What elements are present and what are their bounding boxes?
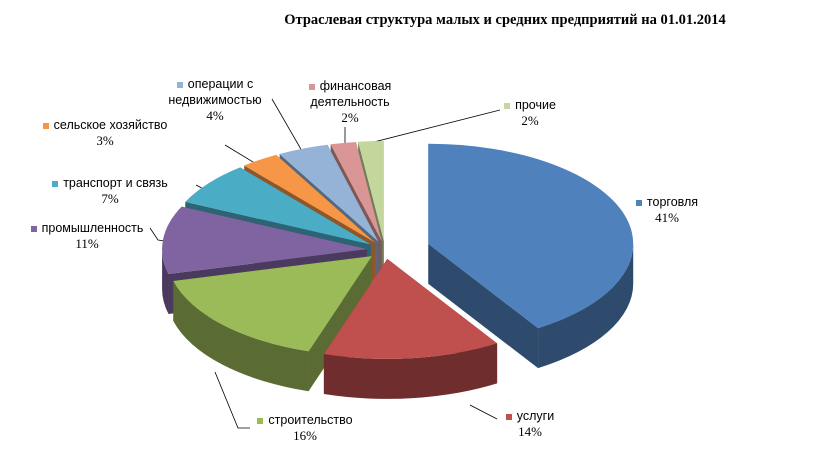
category-label: сельское хозяйство [53,118,168,132]
slice-side [162,249,169,315]
data-label: торговля 41% [612,194,722,226]
value-label: 2% [521,113,539,128]
slice [244,154,375,243]
leader-line [224,144,259,166]
category-label: промышленность [41,221,144,235]
value-label: 11% [75,236,99,251]
category-label: операции с недвижимостью [168,77,262,107]
chart-title: Отраслевая структура малых и средних пре… [284,12,726,28]
category-label: прочие [515,98,556,112]
slice-tops [162,141,634,359]
leader-line [361,109,501,146]
legend-marker [52,181,59,188]
value-label: 7% [101,191,119,206]
data-label: транспорт и связь 7% [40,175,180,207]
legend-marker [42,123,49,130]
value-label: 41% [655,210,679,225]
data-label: промышленность 11% [12,220,162,252]
legend-marker [635,200,642,207]
leader-line [469,404,498,420]
category-label: финансовая деятельность [310,79,392,109]
data-label: строительство 16% [240,412,370,444]
value-label: 2% [341,110,359,125]
legend-marker [257,418,264,425]
category-label: транспорт и связь [63,176,168,190]
value-label: 3% [96,133,114,148]
category-label: услуги [516,409,555,423]
slice [428,143,634,329]
slice [185,167,371,245]
slice-side [538,243,634,369]
slice-wall [428,243,539,369]
slice [330,141,382,242]
data-label: услуги 14% [480,408,580,440]
data-label: сельское хозяйство 3% [30,117,180,149]
category-label: строительство [268,413,353,427]
value-label: 4% [206,108,224,123]
leader-line [214,371,250,429]
value-label: 14% [518,424,542,439]
legend-marker [176,82,183,89]
data-label: операции с недвижимостью 4% [145,76,285,124]
category-label: торговля [646,195,699,209]
legend-marker [308,84,315,91]
data-label: прочие 2% [490,97,570,129]
slice [358,141,384,242]
data-label: финансовая деятельность 2% [285,78,415,126]
slice [162,206,368,275]
slice [323,258,498,359]
slice [173,256,372,352]
slice [279,144,379,242]
leader-line [271,98,307,159]
legend-marker [30,226,37,233]
slice-side [323,343,498,399]
legend-marker [504,103,511,110]
slice-side [173,281,309,392]
legend-marker [505,414,512,421]
value-label: 16% [293,428,317,443]
